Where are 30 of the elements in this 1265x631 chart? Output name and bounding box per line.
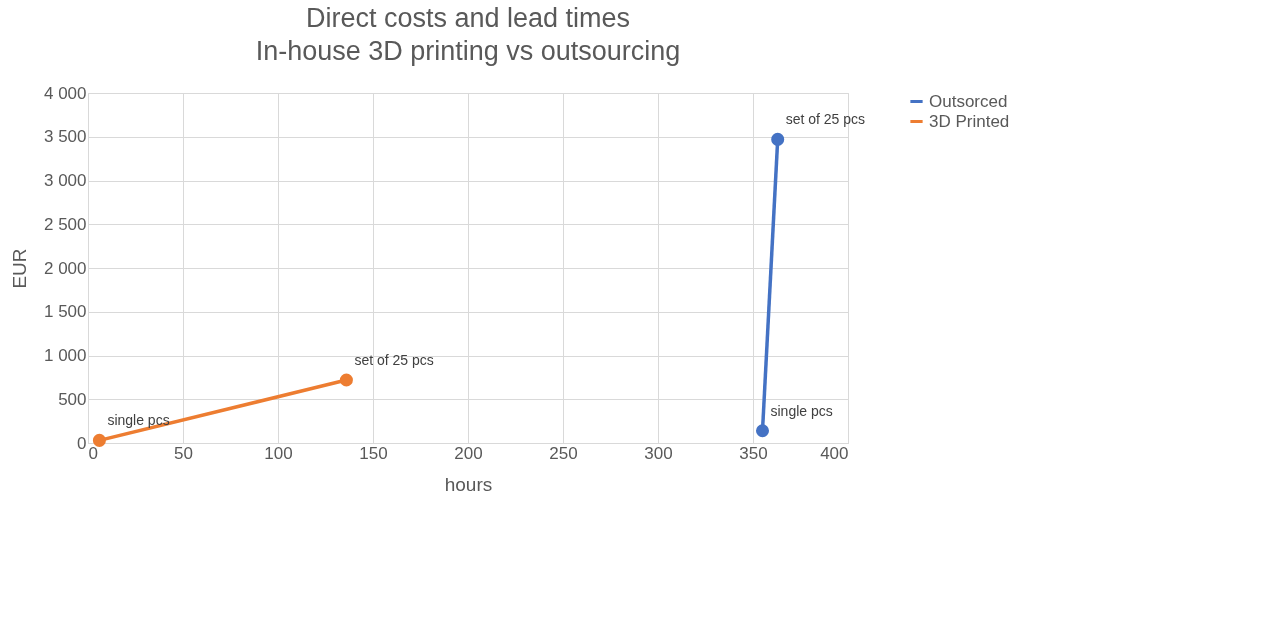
y-tick-label: 3 000 (43, 171, 87, 190)
chart-subtitle: In-house 3D printing vs outsourcing (255, 36, 681, 66)
point (771, 132, 785, 146)
y-tick-label: 500 (58, 389, 87, 409)
x-tick-label: 400 (820, 443, 849, 463)
legend-label: 3D Printed (929, 111, 1010, 131)
annotation: single pcs (107, 412, 170, 429)
y-tick-label: 1 500 (43, 302, 87, 322)
point (339, 373, 353, 387)
y-tick-label: 2 500 (43, 214, 87, 234)
annotation: single pcs (770, 402, 833, 419)
y-tick-label: 1 000 (43, 346, 87, 365)
annotation: set of 25 pcs (354, 352, 434, 368)
x-tick-label: 200 (454, 443, 483, 463)
x-tick-label: 100 (264, 443, 293, 463)
point (755, 424, 770, 438)
x-tick-label: 50 (174, 443, 193, 463)
annotation: set of 25 pcs (785, 111, 866, 128)
x-tick-label: 350 (739, 443, 768, 463)
x-axis-title: hours (444, 473, 493, 495)
y-axis-title: EUR (8, 248, 30, 289)
x-tick-label: 300 (644, 443, 673, 463)
y-tick-label: 2 000 (43, 258, 87, 278)
y-tick-label: 4 000 (43, 83, 87, 103)
chart-title: Direct costs and lead times (305, 3, 631, 33)
point (92, 433, 106, 447)
x-tick-label: 150 (359, 443, 388, 463)
y-tick-label: 3 500 (43, 127, 87, 147)
x-tick-label: 250 (549, 443, 578, 463)
legend-label: Outsorced (929, 91, 1008, 111)
